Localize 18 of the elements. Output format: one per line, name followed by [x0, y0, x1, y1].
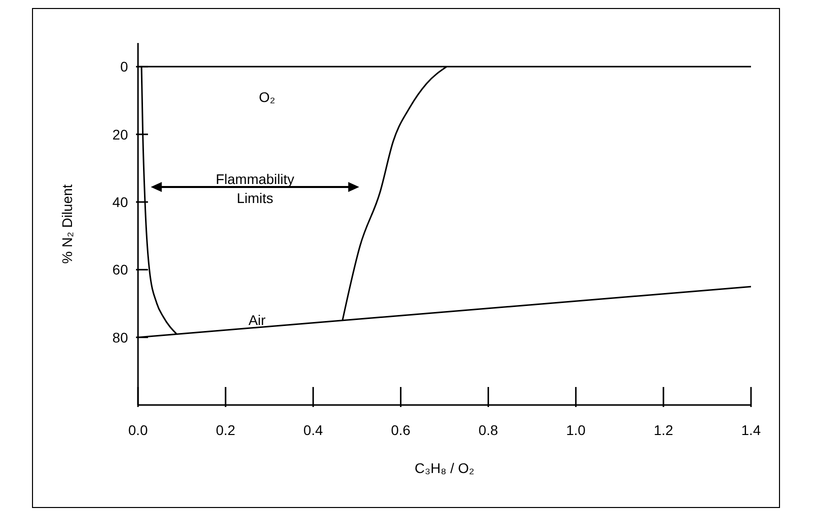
x-tick-label: 0.2: [216, 422, 236, 438]
x-tick-label: 0.8: [478, 422, 498, 438]
x-tick-label: 0.4: [303, 422, 324, 438]
y-axis-title: % N₂ Diluent: [59, 184, 75, 264]
x-tick-label: 0.6: [390, 422, 411, 438]
y-tick-label: 80: [112, 329, 128, 346]
annotation: Air: [248, 312, 266, 328]
x-tick-label: 0.0: [128, 422, 148, 438]
x-axis-title: C₃H₈ / O₂: [414, 460, 474, 476]
y-tick-label: 20: [112, 126, 128, 142]
y-tick-label: 0: [120, 58, 128, 75]
x-tick-label: 1.2: [654, 422, 674, 438]
x-tick-label: 1.0: [566, 422, 586, 438]
x-tick-label: 1.4: [741, 422, 761, 438]
annotation: O₂: [258, 89, 276, 105]
y-tick-label: 40: [112, 194, 128, 210]
annotation: Flammability Limits: [216, 171, 294, 206]
y-tick-label: 60: [112, 262, 128, 278]
